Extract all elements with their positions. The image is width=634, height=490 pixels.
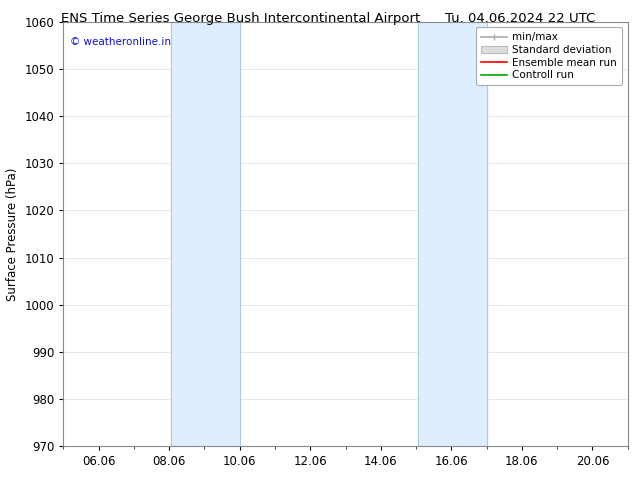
Bar	[418, 22, 487, 446]
Bar	[171, 22, 240, 446]
Text: Tu. 04.06.2024 22 UTC: Tu. 04.06.2024 22 UTC	[445, 12, 595, 25]
Legend: min/max, Standard deviation, Ensemble mean run, Controll run: min/max, Standard deviation, Ensemble me…	[476, 27, 623, 85]
Text: © weatheronline.in: © weatheronline.in	[70, 37, 171, 47]
Text: ENS Time Series George Bush Intercontinental Airport: ENS Time Series George Bush Intercontine…	[61, 12, 420, 25]
Y-axis label: Surface Pressure (hPa): Surface Pressure (hPa)	[6, 167, 19, 301]
